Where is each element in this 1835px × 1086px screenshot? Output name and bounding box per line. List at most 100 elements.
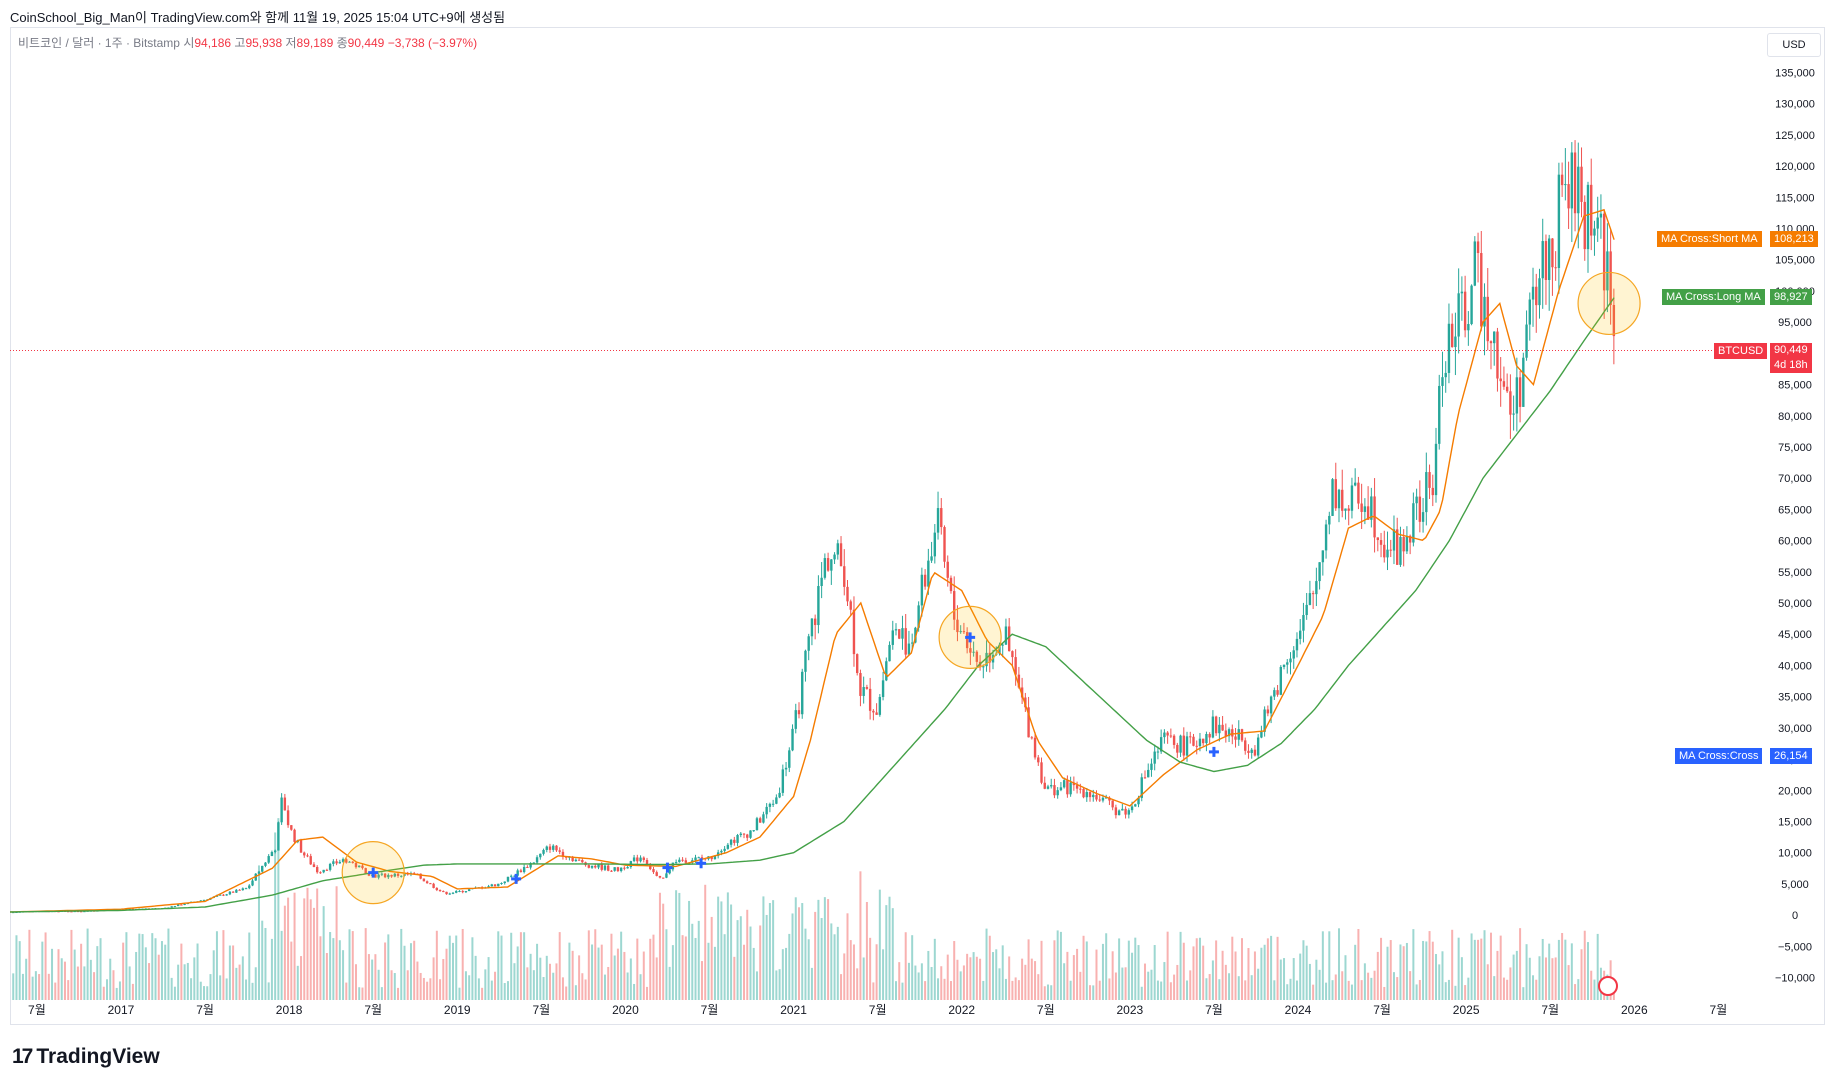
- volume-bar: [1037, 974, 1040, 1000]
- currency-button[interactable]: USD: [1767, 33, 1821, 57]
- volume-bar: [1147, 971, 1150, 1000]
- candle-body: [907, 643, 911, 655]
- volume-bar: [31, 976, 34, 1000]
- cross-marker: [1208, 746, 1219, 757]
- us-flag-icon[interactable]: [1598, 976, 1618, 996]
- candle-body: [1195, 745, 1198, 747]
- x-tick-label: 7월: [196, 1003, 214, 1017]
- volume-bar: [60, 958, 63, 1000]
- candle-body: [959, 631, 962, 633]
- volume-bar: [219, 975, 222, 1000]
- candle-body: [1583, 201, 1586, 250]
- candle-body: [1282, 664, 1286, 667]
- volume-bar: [1205, 978, 1208, 1000]
- candle-body: [1108, 797, 1111, 801]
- volume-bar: [452, 942, 455, 1000]
- volume-bar: [807, 939, 810, 1000]
- candle-body: [674, 862, 678, 864]
- volume-bar: [574, 985, 577, 1000]
- candle-body: [1525, 324, 1528, 358]
- low-label: 저: [285, 36, 297, 50]
- candle-body: [1269, 696, 1273, 714]
- candle-body: [1425, 472, 1428, 513]
- candle-body: [836, 543, 839, 555]
- candle-body: [936, 508, 940, 533]
- candle-body: [1567, 184, 1570, 209]
- volume-bar: [949, 981, 952, 1000]
- volume-bar: [102, 986, 105, 1000]
- volume-bar: [1321, 931, 1324, 1000]
- volume-bar: [267, 982, 270, 1000]
- candle-body: [1053, 785, 1056, 796]
- candle-body: [1431, 487, 1434, 496]
- volume-bar: [1341, 971, 1344, 1000]
- candle-body: [261, 865, 264, 872]
- volume-bar: [1325, 982, 1328, 1000]
- volume-bar: [1127, 940, 1130, 1000]
- candle-body: [726, 844, 730, 849]
- volume-bar: [1318, 969, 1321, 1000]
- candle-body: [1066, 780, 1069, 795]
- volume-bar: [626, 972, 629, 1000]
- tradingview-logo[interactable]: 17 TradingView: [12, 1045, 160, 1069]
- candle-body: [1124, 808, 1127, 815]
- volume-bar: [542, 977, 545, 1000]
- candle-body: [497, 883, 500, 887]
- candle-body: [613, 867, 616, 871]
- volume-bar: [1111, 951, 1114, 1000]
- volume-bar: [992, 952, 995, 1000]
- volume-bar: [458, 987, 461, 1000]
- candle-body: [885, 661, 888, 681]
- candle-body: [238, 889, 241, 891]
- volume-bar: [830, 923, 833, 1000]
- candle-body: [1079, 788, 1082, 790]
- candle-body: [778, 792, 781, 798]
- volume-bar: [1056, 930, 1059, 1000]
- candle-body: [1599, 213, 1603, 218]
- volume-bar: [675, 890, 678, 1000]
- y-tick-label: 95,000: [1778, 317, 1812, 329]
- candle-body: [1412, 503, 1415, 543]
- volume-bar: [1444, 982, 1447, 1000]
- candle-body: [267, 856, 270, 863]
- volume-bar: [972, 952, 975, 1000]
- volume-bar: [215, 931, 218, 1000]
- volume-bar: [157, 954, 160, 1000]
- long-ma-line: [9, 297, 1615, 913]
- volume-bar: [290, 941, 293, 1000]
- candle-body: [956, 619, 959, 633]
- volume-bar: [697, 920, 700, 1000]
- volume-bar: [148, 963, 151, 1000]
- volume-bar: [54, 982, 57, 1000]
- change-value: −3,738 (−3.97%): [387, 36, 478, 50]
- volume-bar: [393, 973, 396, 1000]
- volume-bar: [1509, 967, 1512, 1000]
- volume-bar: [1192, 946, 1195, 1000]
- candle-body: [736, 835, 739, 843]
- volume-bar: [1496, 950, 1499, 1000]
- candle-body: [1370, 496, 1373, 520]
- candle-body: [872, 710, 875, 713]
- volume-bar: [312, 907, 315, 1000]
- volume-bar: [975, 956, 978, 1000]
- candle-body: [1098, 799, 1101, 801]
- candle-body: [1227, 729, 1231, 737]
- candle-body: [325, 869, 329, 871]
- volume-bar: [1302, 940, 1305, 1000]
- volume-bar: [1237, 976, 1240, 1000]
- volume-bar: [1590, 970, 1593, 1000]
- volume-bar: [25, 958, 28, 1000]
- candle-body: [1564, 184, 1567, 186]
- candle-body: [1493, 331, 1496, 344]
- volume-bar: [723, 934, 726, 1000]
- volume-bar: [1441, 951, 1444, 1000]
- candle-body: [1266, 709, 1270, 714]
- candle-body: [1483, 296, 1486, 327]
- candle-body: [1379, 540, 1383, 545]
- volume-bar: [1561, 932, 1564, 1000]
- candle-body: [1214, 716, 1218, 734]
- volume-bar: [633, 983, 636, 1000]
- volume-bar: [898, 962, 901, 1000]
- volume-bar: [1263, 944, 1266, 1000]
